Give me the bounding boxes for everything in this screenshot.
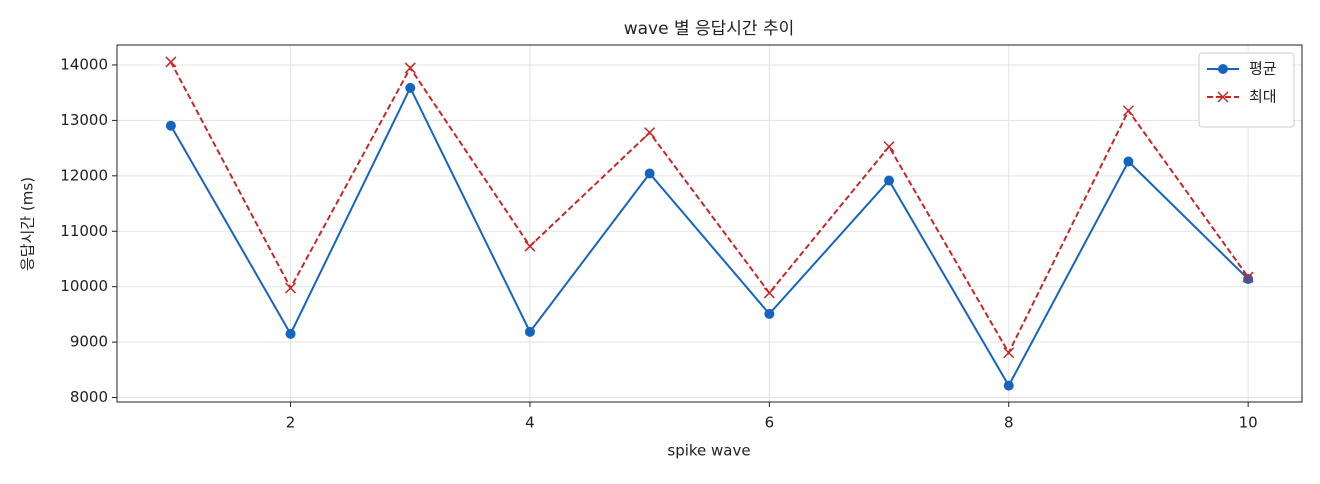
legend-label: 평균	[1249, 60, 1277, 78]
y-tick-label: 11000	[60, 222, 108, 240]
marker	[524, 240, 536, 252]
marker	[285, 328, 296, 339]
x-tick-label: 6	[765, 414, 775, 432]
marker	[644, 127, 656, 139]
marker	[1123, 156, 1134, 167]
x-tick-label: 8	[1004, 414, 1014, 432]
legend-label: 최대	[1249, 88, 1277, 106]
marker	[404, 62, 416, 74]
y-tick-label: 12000	[60, 166, 108, 184]
marker	[165, 120, 176, 131]
marker	[1122, 105, 1134, 117]
marker	[764, 308, 775, 319]
marker	[405, 82, 416, 93]
marker	[1243, 274, 1254, 285]
marker	[644, 168, 655, 179]
marker	[165, 56, 177, 68]
marker	[883, 141, 895, 153]
x-tick-label: 2	[286, 414, 296, 432]
y-tick-label: 8000	[70, 388, 108, 406]
marker	[1218, 64, 1228, 74]
marker	[1217, 91, 1229, 103]
y-tick-label: 10000	[60, 277, 108, 295]
y-tick-label: 14000	[60, 55, 108, 73]
y-axis-label: 응답시간 (ms)	[19, 177, 37, 271]
plot-frame	[116, 44, 1303, 403]
series-line	[169, 85, 1249, 388]
y-tick-label: 9000	[70, 333, 108, 351]
marker	[1003, 347, 1015, 359]
legend-box	[1198, 52, 1295, 128]
marker	[1242, 271, 1254, 283]
chart-title: wave 별 응답시간 추이	[624, 19, 795, 39]
marker	[524, 326, 535, 337]
marker	[1003, 380, 1014, 391]
marker	[285, 282, 297, 294]
x-tick-label: 10	[1239, 414, 1258, 432]
y-tick-label: 13000	[60, 111, 108, 129]
marker	[884, 175, 895, 186]
x-axis-label: spike wave	[667, 442, 750, 460]
marker	[763, 287, 775, 299]
series-line	[169, 61, 1249, 355]
x-tick-label: 4	[525, 414, 535, 432]
